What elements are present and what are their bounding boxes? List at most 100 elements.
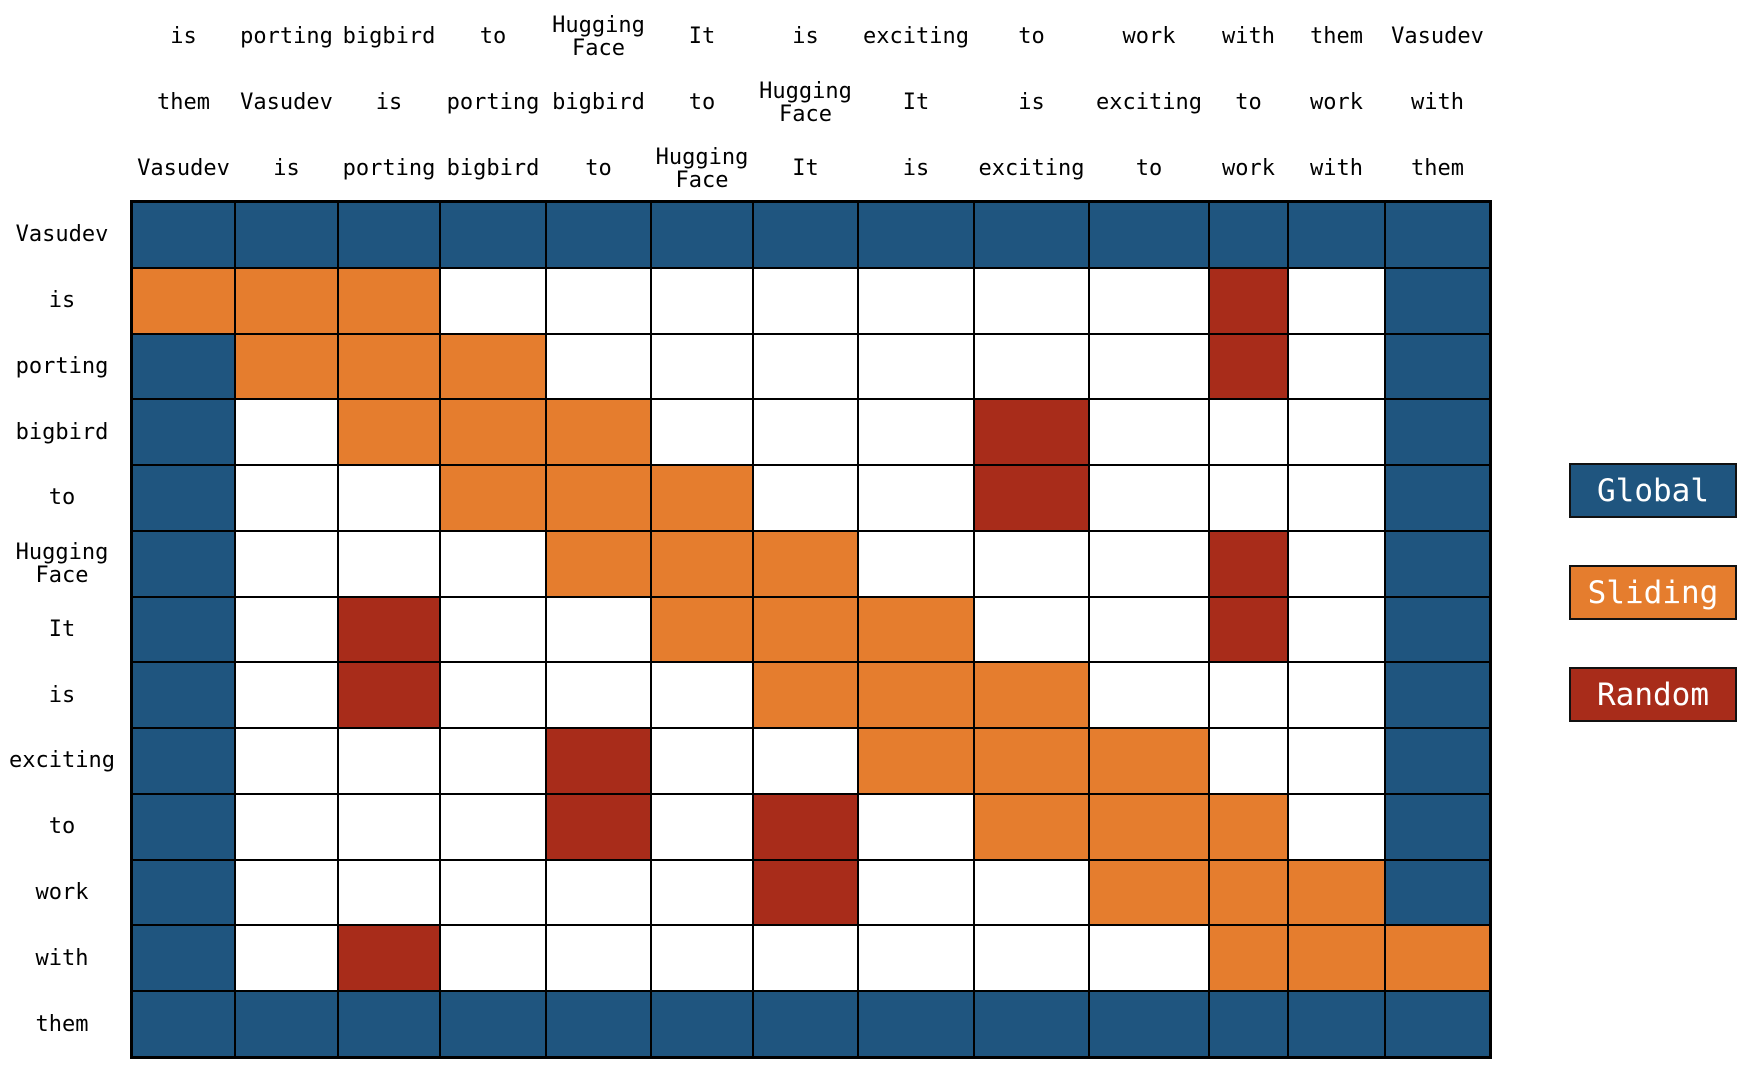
matrix-cell (235, 991, 338, 1057)
matrix-cell (1385, 465, 1490, 531)
matrix-cell (1288, 465, 1385, 531)
matrix-cell (974, 202, 1089, 268)
matrix-cell (1089, 925, 1209, 992)
matrix-cell (338, 465, 440, 531)
matrix-cell (753, 793, 858, 860)
matrix-cell (440, 728, 546, 794)
matrix-cell (858, 202, 974, 268)
matrix-cell (1209, 728, 1288, 794)
row-label-token: bigbird (15, 419, 109, 445)
matrix-cell (132, 991, 235, 1057)
matrix-cell (235, 925, 338, 992)
matrix-cell (651, 333, 753, 400)
matrix-cell (753, 925, 858, 992)
matrix-cell (338, 859, 440, 926)
matrix-cell (546, 793, 651, 860)
matrix-cell (338, 530, 440, 597)
matrix-cell (235, 596, 338, 663)
matrix-cell (753, 399, 858, 466)
matrix-cell (651, 399, 753, 466)
matrix-cell (338, 793, 440, 860)
legend-random-swatch: Random (1569, 667, 1737, 722)
matrix-cell (1209, 202, 1288, 268)
matrix-cell (1288, 267, 1385, 334)
matrix-cell (546, 596, 651, 663)
matrix-cell (338, 728, 440, 794)
matrix-cell (1288, 333, 1385, 400)
column-header-token: Vasudev (1391, 24, 1484, 50)
matrix-cell (974, 991, 1089, 1057)
matrix-cell (546, 662, 651, 729)
matrix-cell (1089, 202, 1209, 268)
matrix-cell (440, 859, 546, 926)
matrix-cell (1209, 596, 1288, 663)
matrix-cell (1385, 399, 1490, 466)
matrix-cell (132, 399, 235, 466)
matrix-cell (1089, 530, 1209, 597)
matrix-cell (235, 333, 338, 400)
column-header-token: exciting (863, 24, 969, 50)
matrix-cell (858, 662, 974, 729)
column-header-token: them (1411, 156, 1464, 182)
matrix-cell (974, 925, 1089, 992)
matrix-cell (132, 530, 235, 597)
matrix-cell (338, 925, 440, 992)
matrix-cell (1385, 662, 1490, 729)
matrix-cell (1288, 728, 1385, 794)
matrix-cell (132, 728, 235, 794)
matrix-cell (235, 267, 338, 334)
row-label-token: to (48, 814, 76, 840)
matrix-cell (546, 728, 651, 794)
column-header-token: to (479, 24, 507, 50)
row-label-token: porting (15, 353, 109, 379)
matrix-cell (858, 530, 974, 597)
matrix-cell (1089, 991, 1209, 1057)
matrix-cell (1385, 267, 1490, 334)
matrix-cell (1209, 333, 1288, 400)
row-label-token: Vasudev (15, 222, 109, 248)
matrix-cell (546, 399, 651, 466)
matrix-cell (753, 333, 858, 400)
column-header-token: to (1235, 90, 1262, 116)
matrix-cell (440, 596, 546, 663)
column-header-token: is (792, 24, 819, 50)
matrix-cell (1209, 859, 1288, 926)
matrix-cell (974, 793, 1089, 860)
matrix-cell (858, 399, 974, 466)
matrix-cell (546, 925, 651, 992)
matrix-cell (1089, 596, 1209, 663)
matrix-cell (858, 728, 974, 794)
matrix-cell (974, 728, 1089, 794)
matrix-cell (1288, 991, 1385, 1057)
matrix-cell (132, 662, 235, 729)
matrix-cell (974, 859, 1089, 926)
matrix-cell (235, 202, 338, 268)
matrix-cell (440, 662, 546, 729)
matrix-cell (651, 267, 753, 334)
matrix-cell (858, 267, 974, 334)
matrix-cell (338, 399, 440, 466)
matrix-cell (338, 267, 440, 334)
matrix-cell (1288, 859, 1385, 926)
matrix-cell (974, 530, 1089, 597)
column-header-token: to (1018, 24, 1045, 50)
column-header-token: work (1122, 24, 1176, 50)
matrix-cell (132, 202, 235, 268)
matrix-cell (546, 991, 651, 1057)
column-header-token: to (585, 156, 612, 182)
matrix-cell (440, 202, 546, 268)
legend-global-label: Global (1597, 472, 1709, 509)
matrix-cell (1089, 728, 1209, 794)
column-header-token: porting (240, 24, 333, 50)
column-header-token: It (902, 90, 930, 116)
matrix-cell (753, 991, 858, 1057)
matrix-cell (338, 202, 440, 268)
matrix-cell (1288, 662, 1385, 729)
matrix-cell (235, 793, 338, 860)
matrix-cell (1209, 925, 1288, 992)
matrix-cell (1385, 859, 1490, 926)
matrix-cell (235, 399, 338, 466)
matrix-cell (1385, 202, 1490, 268)
matrix-cell (1089, 859, 1209, 926)
matrix-cell (1209, 662, 1288, 729)
